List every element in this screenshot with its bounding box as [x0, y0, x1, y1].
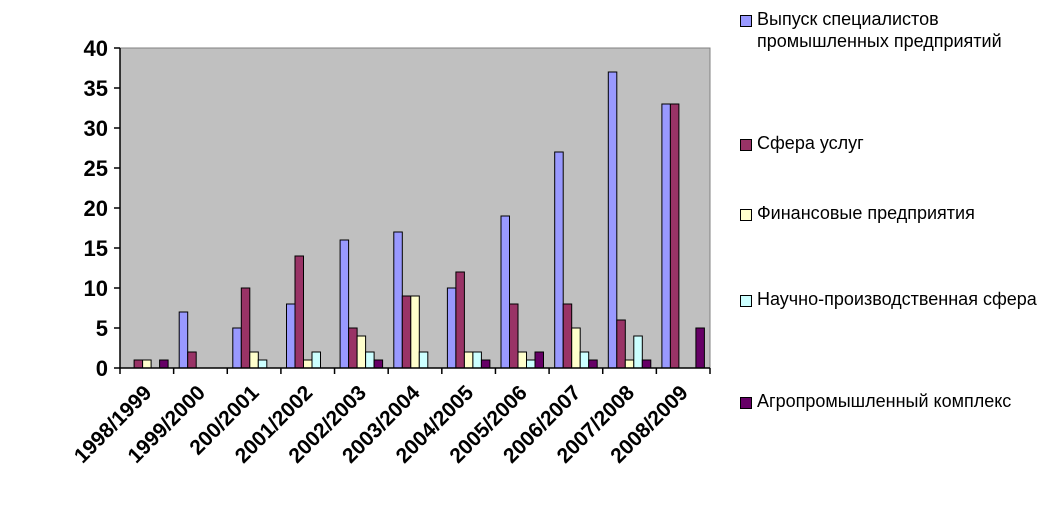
- bar-s3-2003-2004: [410, 295, 420, 369]
- y-tick-label: 40: [84, 36, 108, 61]
- bar-s4-2005-2006: [526, 359, 536, 369]
- bar-s5-2008-2009: [695, 327, 705, 369]
- bar-s3-2007-2008: [624, 359, 635, 369]
- bar-s5-2002-2003: [373, 359, 384, 369]
- legend-swatch: [740, 209, 752, 221]
- bar-s4-2004-2005: [472, 351, 482, 369]
- bar-s1-2005-2006: [500, 215, 510, 369]
- bar-s1-1999-2000: [178, 311, 189, 369]
- bar-s2-2004-2005: [455, 271, 465, 369]
- bar-s2-200-2001: [240, 287, 251, 369]
- bar-s2-1998-1999: [133, 359, 144, 369]
- bar-s3-2001-2002: [303, 359, 313, 369]
- legend-label: Финансовые предприятия: [757, 203, 975, 223]
- x-axis-labels: 1998/19991999/2000200/20012001/20022002/…: [70, 381, 693, 468]
- bar-s4-200-2001: [257, 359, 268, 369]
- bar-s2-2005-2006: [509, 303, 519, 369]
- legend-swatch: [740, 15, 752, 27]
- axes-group: [114, 47, 711, 374]
- bar-s3-1998-1999: [142, 359, 152, 369]
- bar-s4-2002-2003: [365, 351, 375, 369]
- bar-s2-1999-2000: [187, 351, 197, 369]
- y-tick-label: 10: [84, 276, 108, 301]
- bar-s3-2004-2005: [463, 351, 474, 369]
- bar-s2-2007-2008: [616, 319, 626, 369]
- legend-item: Научно-производственная сфера: [740, 288, 1047, 310]
- legend-label: Агропромышленный комплекс: [757, 391, 1012, 411]
- bar-s1-2007-2008: [607, 71, 618, 369]
- bar-s4-2006-2007: [579, 351, 590, 369]
- y-tick-label: 5: [96, 316, 108, 341]
- legend-label: Выпуск специалистов промышленных предпри…: [757, 9, 1002, 51]
- legend-label: Сфера услуг: [757, 133, 864, 153]
- bar-s2-2008-2009: [669, 103, 680, 369]
- bar-s1-2004-2005: [446, 287, 457, 369]
- legend-item: Агропромышленный комплекс: [740, 390, 1047, 412]
- legend: Выпуск специалистов промышленных предпри…: [740, 8, 1056, 508]
- legend-swatch: [740, 295, 752, 307]
- bar-s5-2005-2006: [534, 351, 544, 369]
- bar-s3-2006-2007: [571, 327, 581, 369]
- bar-s1-2003-2004: [393, 231, 403, 369]
- bar-s1-2001-2002: [286, 303, 296, 369]
- y-tick-label: 30: [84, 116, 108, 141]
- bar-s1-2006-2007: [554, 151, 564, 369]
- bar-s2-2003-2004: [401, 295, 412, 369]
- bar-s4-2007-2008: [633, 335, 643, 369]
- bar-s3-2002-2003: [356, 335, 367, 369]
- y-tick-label: 15: [84, 236, 108, 261]
- legend-label: Научно-производственная сфера: [757, 289, 1037, 309]
- bar-s2-2002-2003: [348, 327, 358, 369]
- bar-s4-2003-2004: [418, 351, 429, 369]
- legend-swatch: [740, 397, 752, 409]
- legend-item: Сфера услуг: [740, 132, 1047, 154]
- bar-s5-2007-2008: [641, 359, 652, 369]
- y-tick-label: 20: [84, 196, 108, 221]
- bar-s2-2006-2007: [562, 303, 573, 369]
- y-tick-label: 35: [84, 76, 108, 101]
- bar-s1-2002-2003: [339, 239, 350, 369]
- y-axis-labels: 0 5 10 15 20 25 30 35 40: [84, 36, 108, 381]
- bar-s1-200-2001: [232, 327, 242, 369]
- bar-s2-2001-2002: [294, 255, 304, 369]
- legend-item: Выпуск специалистов промышленных предпри…: [740, 8, 1047, 52]
- bar-s1-2008-2009: [661, 103, 671, 369]
- bar-s4-2001-2002: [311, 351, 321, 369]
- bar-s3-2005-2006: [517, 351, 527, 369]
- bar-s5-1998-1999: [159, 359, 169, 369]
- y-tick-label: 25: [84, 156, 108, 181]
- y-tick-label: 0: [96, 356, 108, 381]
- bar-s5-2004-2005: [480, 359, 491, 369]
- chart: 0 5 10 15 20 25 30 35 40 1998/19991999/2000200/2…: [70, 36, 711, 468]
- bar-s3-200-2001: [249, 351, 259, 369]
- legend-swatch: [740, 139, 752, 151]
- bar-s5-2006-2007: [588, 359, 598, 369]
- legend-item: Финансовые предприятия: [740, 202, 1047, 224]
